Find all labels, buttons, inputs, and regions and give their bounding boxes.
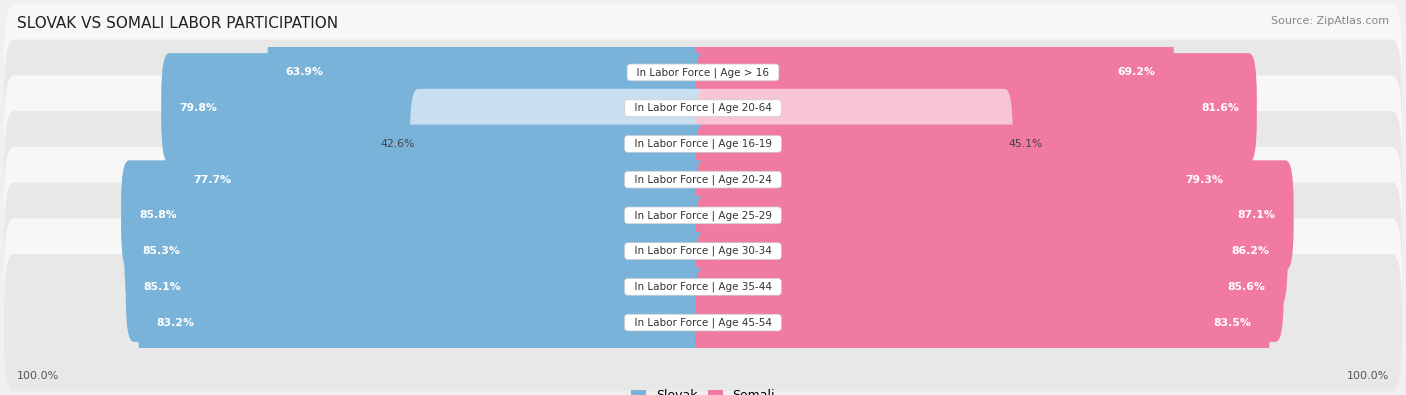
FancyBboxPatch shape <box>125 232 711 342</box>
Legend: Slovak, Somali: Slovak, Somali <box>626 384 780 395</box>
FancyBboxPatch shape <box>267 17 711 128</box>
Text: 63.9%: 63.9% <box>285 68 323 77</box>
FancyBboxPatch shape <box>138 267 711 378</box>
FancyBboxPatch shape <box>4 182 1402 320</box>
Text: 100.0%: 100.0% <box>17 371 59 381</box>
Text: 83.2%: 83.2% <box>156 318 194 327</box>
Text: In Labor Force | Age 20-64: In Labor Force | Age 20-64 <box>628 103 778 113</box>
FancyBboxPatch shape <box>695 232 1284 342</box>
Text: 45.1%: 45.1% <box>1008 139 1042 149</box>
FancyBboxPatch shape <box>4 218 1402 356</box>
FancyBboxPatch shape <box>695 124 1241 235</box>
Text: In Labor Force | Age 45-54: In Labor Force | Age 45-54 <box>627 317 779 328</box>
Text: 42.6%: 42.6% <box>381 139 415 149</box>
Text: 85.3%: 85.3% <box>142 246 180 256</box>
Text: In Labor Force | Age 35-44: In Labor Force | Age 35-44 <box>627 282 779 292</box>
FancyBboxPatch shape <box>4 254 1402 391</box>
FancyBboxPatch shape <box>4 147 1402 284</box>
FancyBboxPatch shape <box>4 111 1402 248</box>
Text: 79.3%: 79.3% <box>1185 175 1223 184</box>
FancyBboxPatch shape <box>4 75 1402 213</box>
Text: 87.1%: 87.1% <box>1237 211 1275 220</box>
Text: In Labor Force | Age 16-19: In Labor Force | Age 16-19 <box>627 139 779 149</box>
Text: Source: ZipAtlas.com: Source: ZipAtlas.com <box>1271 16 1389 26</box>
FancyBboxPatch shape <box>695 53 1257 163</box>
Text: 100.0%: 100.0% <box>1347 371 1389 381</box>
FancyBboxPatch shape <box>162 53 711 163</box>
Text: SLOVAK VS SOMALI LABOR PARTICIPATION: SLOVAK VS SOMALI LABOR PARTICIPATION <box>17 16 337 31</box>
FancyBboxPatch shape <box>411 89 711 199</box>
Text: 77.7%: 77.7% <box>193 175 232 184</box>
FancyBboxPatch shape <box>121 160 711 271</box>
Text: 85.8%: 85.8% <box>139 211 177 220</box>
Text: 69.2%: 69.2% <box>1118 68 1156 77</box>
FancyBboxPatch shape <box>124 196 711 306</box>
FancyBboxPatch shape <box>695 196 1288 306</box>
FancyBboxPatch shape <box>695 17 1174 128</box>
Text: 81.6%: 81.6% <box>1201 103 1239 113</box>
Text: In Labor Force | Age 25-29: In Labor Force | Age 25-29 <box>627 210 779 221</box>
Text: In Labor Force | Age 30-34: In Labor Force | Age 30-34 <box>628 246 778 256</box>
FancyBboxPatch shape <box>4 40 1402 177</box>
Text: 85.6%: 85.6% <box>1227 282 1265 292</box>
Text: 86.2%: 86.2% <box>1232 246 1270 256</box>
Text: In Labor Force | Age 20-24: In Labor Force | Age 20-24 <box>628 174 778 185</box>
FancyBboxPatch shape <box>695 267 1270 378</box>
FancyBboxPatch shape <box>176 124 711 235</box>
Text: In Labor Force | Age > 16: In Labor Force | Age > 16 <box>630 67 776 78</box>
Text: 83.5%: 83.5% <box>1213 318 1251 327</box>
Text: 79.8%: 79.8% <box>180 103 217 113</box>
FancyBboxPatch shape <box>4 4 1402 141</box>
Text: 85.1%: 85.1% <box>143 282 181 292</box>
FancyBboxPatch shape <box>695 160 1294 271</box>
FancyBboxPatch shape <box>695 89 1012 199</box>
